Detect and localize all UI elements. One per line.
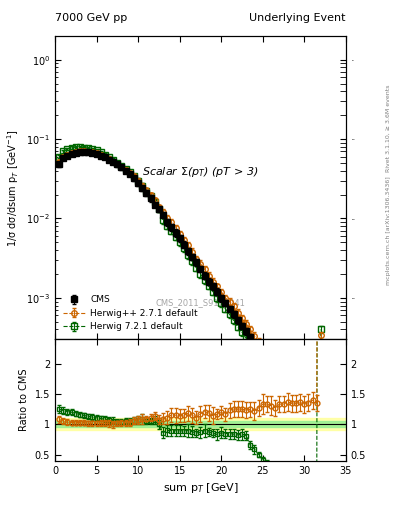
Bar (55, 421, 346, 428)
Y-axis label: 1/σ dσ/dsum p$_T$ [GeV$^{-1}$]: 1/σ dσ/dsum p$_T$ [GeV$^{-1}$] (5, 129, 20, 247)
Y-axis label: Ratio to CMS: Ratio to CMS (19, 369, 29, 431)
Text: 7000 GeV pp: 7000 GeV pp (55, 13, 127, 23)
Text: Scalar $\Sigma$(p$_T$) (pT > 3): Scalar $\Sigma$(p$_T$) (pT > 3) (142, 165, 259, 179)
Text: Rivet 3.1.10, ≥ 3.6M events: Rivet 3.1.10, ≥ 3.6M events (386, 84, 391, 172)
Text: CMS_2011_S9120041: CMS_2011_S9120041 (156, 298, 245, 308)
Bar (55, 418, 346, 431)
Text: Underlying Event: Underlying Event (249, 13, 346, 23)
Legend: CMS, Herwig++ 2.7.1 default, Herwig 7.2.1 default: CMS, Herwig++ 2.7.1 default, Herwig 7.2.… (59, 292, 202, 335)
Text: mcplots.cern.ch [arXiv:1306.3436]: mcplots.cern.ch [arXiv:1306.3436] (386, 176, 391, 285)
X-axis label: sum p$_T$ [GeV]: sum p$_T$ [GeV] (163, 481, 238, 495)
